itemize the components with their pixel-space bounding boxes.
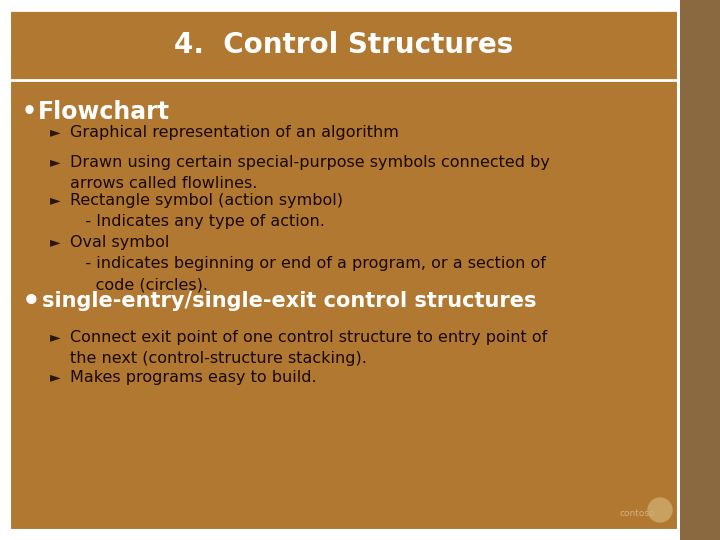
Text: ►: ► xyxy=(50,125,60,139)
Text: Rectangle symbol (action symbol)
   - Indicates any type of action.: Rectangle symbol (action symbol) - Indic… xyxy=(70,193,343,229)
Text: ►: ► xyxy=(50,330,60,344)
Text: •: • xyxy=(22,100,37,124)
FancyBboxPatch shape xyxy=(10,10,678,80)
Text: ►: ► xyxy=(50,235,60,249)
Text: ►: ► xyxy=(50,155,60,169)
Text: contoso: contoso xyxy=(620,509,655,518)
Text: 4.  Control Structures: 4. Control Structures xyxy=(174,31,513,59)
FancyBboxPatch shape xyxy=(680,0,720,540)
Text: Graphical representation of an algorithm: Graphical representation of an algorithm xyxy=(70,125,399,140)
Circle shape xyxy=(648,498,672,522)
Text: Connect exit point of one control structure to entry point of
the next (control-: Connect exit point of one control struct… xyxy=(70,330,547,366)
Text: Oval symbol
   - indicates beginning or end of a program, or a section of
     c: Oval symbol - indicates beginning or end… xyxy=(70,235,546,292)
Text: ►: ► xyxy=(50,193,60,207)
FancyBboxPatch shape xyxy=(10,10,678,530)
Text: single-entry/single-exit control structures: single-entry/single-exit control structu… xyxy=(42,291,536,311)
Text: •: • xyxy=(22,288,41,316)
Text: Flowchart: Flowchart xyxy=(38,100,170,124)
Text: Drawn using certain special-purpose symbols connected by
arrows called flowlines: Drawn using certain special-purpose symb… xyxy=(70,155,550,191)
Text: Makes programs easy to build.: Makes programs easy to build. xyxy=(70,370,317,385)
Text: ►: ► xyxy=(50,370,60,384)
